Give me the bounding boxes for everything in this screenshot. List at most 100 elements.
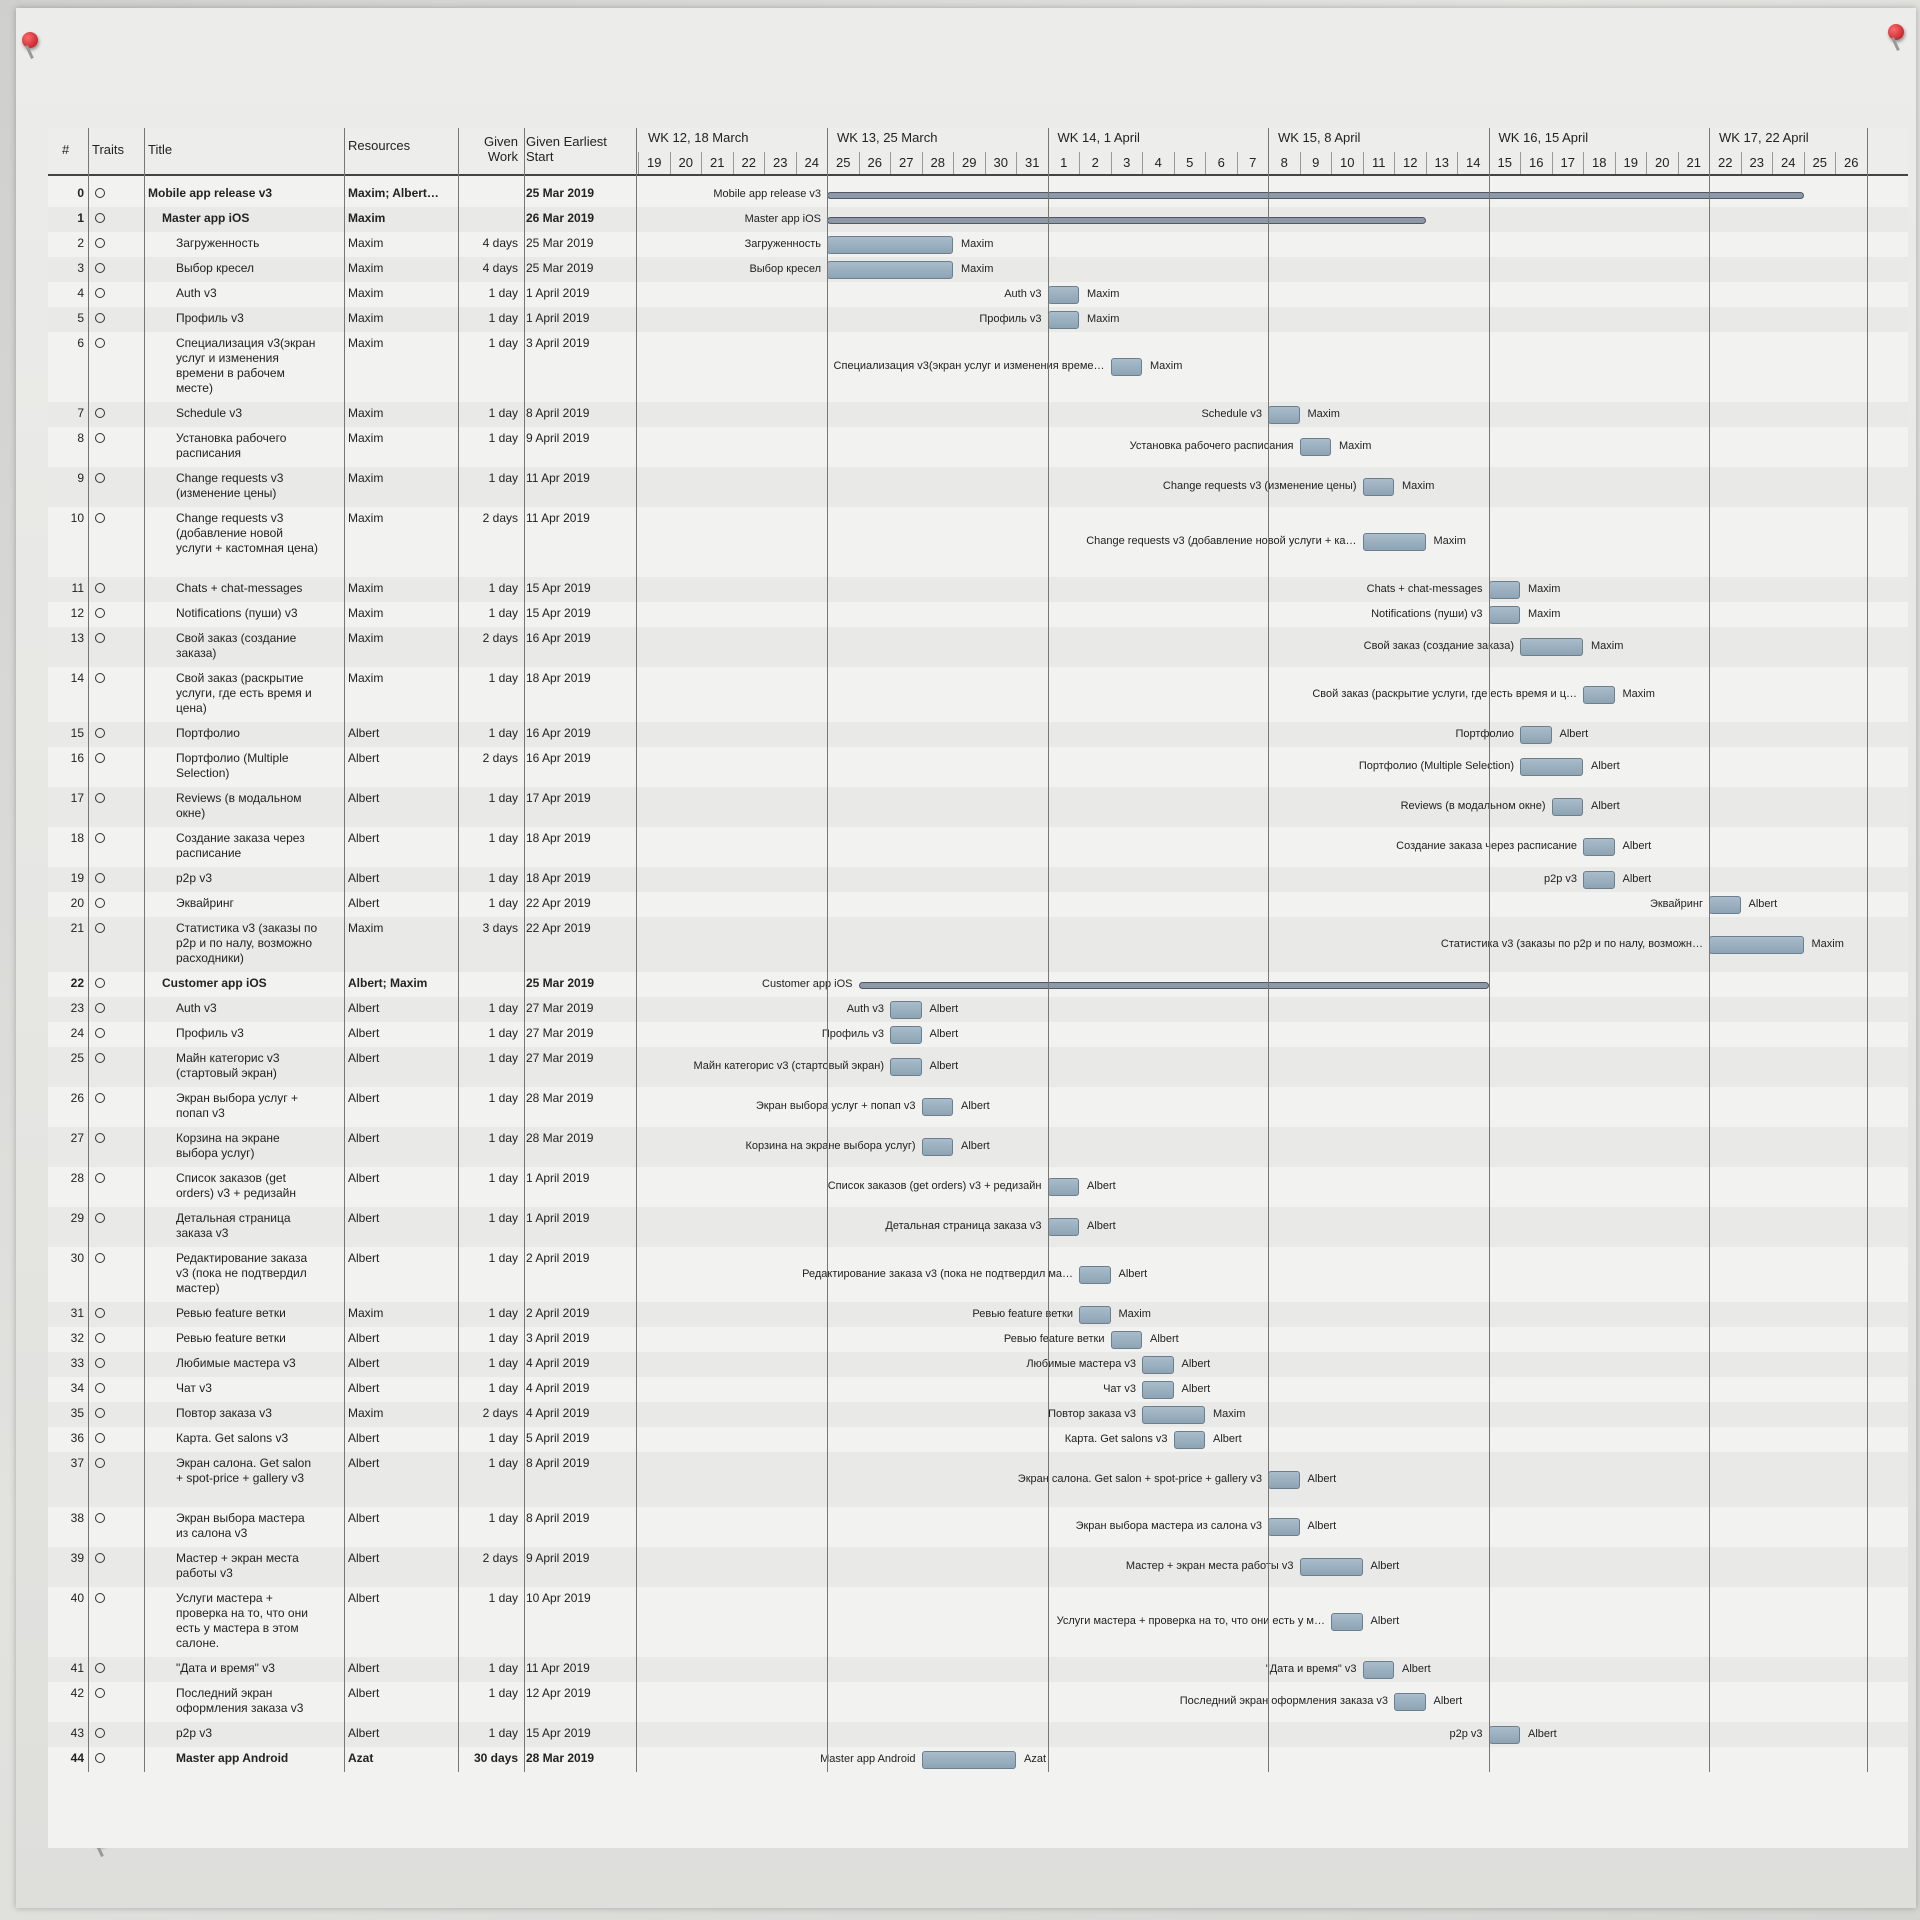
table-row[interactable]: 9 Change requests v3 (изменение цены) Maxi… <box>48 467 1908 507</box>
task-number: 39 <box>70 1551 84 1565</box>
table-row[interactable]: 41 "Дата и время" v3 Albert 1 day 11 Apr 201… <box>48 1657 1908 1682</box>
task-bar[interactable] <box>921 1138 953 1156</box>
task-bar[interactable] <box>1488 1726 1520 1744</box>
table-row[interactable]: 16 Портфолио (Multiple Selection) Albert 2 … <box>48 747 1908 787</box>
table-row[interactable]: 5 Профиль v3 Maxim 1 day 1 April 2019 Профиль… <box>48 307 1908 332</box>
task-bar[interactable] <box>1079 1265 1111 1284</box>
task-bar[interactable] <box>1331 1613 1363 1631</box>
task-bar[interactable] <box>1142 1356 1174 1374</box>
table-row[interactable]: 32 Ревью feature ветки Albert 1 day 3 April … <box>48 1327 1908 1352</box>
table-row[interactable]: 1 Master app iOS Maxim 26 Mar 2019 Master ap… <box>48 207 1908 232</box>
task-bar[interactable] <box>827 236 953 254</box>
table-row[interactable]: 30 Редактирование заказа v3 (пока не подт… <box>48 1247 1908 1302</box>
table-row[interactable]: 18 Создание заказа через расписание Albert… <box>48 827 1908 867</box>
task-bar[interactable] <box>1583 685 1615 704</box>
task-bar[interactable] <box>1268 1518 1300 1536</box>
table-row[interactable]: 43 p2p v3 Albert 1 day 15 Apr 2019 p2p v3 Albe… <box>48 1722 1908 1747</box>
day-cell: 17 <box>1551 152 1584 174</box>
table-row[interactable]: 21 Статистика v3 (заказы по p2p и по налу… <box>48 917 1908 972</box>
table-row[interactable]: 27 Корзина на экране выбора услуг) Albert 1… <box>48 1127 1908 1167</box>
task-bar[interactable] <box>1268 1470 1300 1489</box>
table-row[interactable]: 6 Специализация v3(экран услуг и изменени… <box>48 332 1908 402</box>
task-bar[interactable] <box>1047 311 1079 329</box>
summary-bar[interactable] <box>827 192 1804 199</box>
task-bar[interactable] <box>1362 1661 1394 1679</box>
table-row[interactable]: 29 Детальная страница заказа v3 Albert 1 da… <box>48 1207 1908 1247</box>
task-bar[interactable] <box>1362 533 1426 551</box>
task-bar[interactable] <box>890 1001 922 1019</box>
task-bar[interactable] <box>890 1026 922 1044</box>
table-row[interactable]: 40 Услуги мастера + проверка на то, что о… <box>48 1587 1908 1657</box>
table-row[interactable]: 23 Auth v3 Albert 1 day 27 Mar 2019 Auth v3 Al… <box>48 997 1908 1022</box>
table-row[interactable]: 11 Chats + chat-messages Maxim 1 day 15 Apr … <box>48 577 1908 602</box>
table-row[interactable]: 12 Notifications (пуши) v3 Maxim 1 day 15 Ap… <box>48 602 1908 627</box>
table-row[interactable]: 20 Эквайринг Albert 1 day 22 Apr 2019 Эквайри… <box>48 892 1908 917</box>
table-row[interactable]: 8 Установка рабочего расписания Maxim 1 day… <box>48 427 1908 467</box>
table-row[interactable]: 10 Change requests v3 (добавление новой у… <box>48 507 1908 577</box>
table-row[interactable]: 13 Свой заказ (создание заказа) Maxim 2 day… <box>48 627 1908 667</box>
task-bar[interactable] <box>1362 478 1394 496</box>
table-row[interactable]: 7 Schedule v3 Maxim 1 day 8 April 2019 Schedu… <box>48 402 1908 427</box>
task-given-work: 1 day <box>488 671 518 685</box>
task-bar[interactable] <box>1299 1558 1363 1576</box>
task-bar[interactable] <box>1583 838 1615 856</box>
task-bar[interactable] <box>1520 726 1552 744</box>
clock-icon <box>95 833 105 843</box>
task-bar[interactable] <box>1268 406 1300 424</box>
table-row[interactable]: 42 Последний экран оформления заказа v3 Al… <box>48 1682 1908 1722</box>
task-bar[interactable] <box>1488 581 1520 599</box>
table-row[interactable]: 39 Мастер + экран места работы v3 Albert 2 … <box>48 1547 1908 1587</box>
task-bar[interactable] <box>1142 1406 1205 1424</box>
table-row[interactable]: 2 Загруженность Maxim 4 days 25 Mar 2019 Загр… <box>48 232 1908 257</box>
task-bar[interactable] <box>1709 935 1804 954</box>
task-bar[interactable] <box>921 1098 953 1116</box>
table-row[interactable]: 28 Список заказов (get orders) v3 + редиз… <box>48 1167 1908 1207</box>
table-row[interactable]: 22 Customer app iOS Albert; Maxim 25 Mar 20… <box>48 972 1908 997</box>
summary-bar[interactable] <box>858 982 1489 989</box>
task-bar[interactable] <box>1173 1431 1205 1449</box>
table-row[interactable]: 0 Mobile app release v3 Maxim; Albert… 25 M… <box>48 182 1908 207</box>
task-bar[interactable] <box>1520 758 1583 776</box>
table-row[interactable]: 14 Свой заказ (раскрытие услуги, где есть… <box>48 667 1908 722</box>
traits-cell <box>92 896 142 911</box>
task-bar[interactable] <box>1142 1381 1174 1399</box>
task-bar[interactable] <box>1520 638 1583 656</box>
table-row[interactable]: 34 Чат v3 Albert 1 day 4 April 2019 Чат v3 Alb… <box>48 1377 1908 1402</box>
week-boundary <box>1488 128 1490 1772</box>
task-bar[interactable] <box>1079 1306 1111 1324</box>
task-bar[interactable] <box>1047 1178 1079 1196</box>
task-resources: Maxim <box>348 336 384 350</box>
table-row[interactable]: 4 Auth v3 Maxim 1 day 1 April 2019 Auth v3 Max… <box>48 282 1908 307</box>
task-bar[interactable] <box>1551 798 1583 816</box>
table-row[interactable]: 36 Карта. Get salons v3 Albert 1 day 5 April… <box>48 1427 1908 1452</box>
task-bar[interactable] <box>1583 871 1615 889</box>
table-row[interactable]: 15 Портфолио Albert 1 day 16 Apr 2019 Портфол… <box>48 722 1908 747</box>
table-row[interactable]: 3 Выбор кресел Maxim 4 days 25 Mar 2019 Выбор… <box>48 257 1908 282</box>
task-bar[interactable] <box>1709 896 1741 914</box>
table-row[interactable]: 26 Экран выбора услуг + попап v3 Albert 1 d… <box>48 1087 1908 1127</box>
table-row[interactable]: 38 Экран выбора мастера из салона v3 Alber… <box>48 1507 1908 1547</box>
table-row[interactable]: 37 Экран салона. Get salon + spot-price +… <box>48 1452 1908 1507</box>
table-row[interactable]: 44 Master app Android Azat 30 days 28 Mar 20… <box>48 1747 1908 1772</box>
summary-bar[interactable] <box>827 217 1426 224</box>
table-row[interactable]: 35 Повтор заказа v3 Maxim 2 days 4 April 201… <box>48 1402 1908 1427</box>
task-resources: Maxim <box>348 471 384 485</box>
task-title: Auth v3 <box>176 286 217 300</box>
task-bar[interactable] <box>1299 438 1331 456</box>
table-row[interactable]: 24 Профиль v3 Albert 1 day 27 Mar 2019 Профил… <box>48 1022 1908 1047</box>
task-bar[interactable] <box>921 1751 1016 1769</box>
task-bar[interactable] <box>890 1058 922 1076</box>
task-bar[interactable] <box>1394 1693 1426 1711</box>
table-row[interactable]: 31 Ревью feature ветки Maxim 1 day 2 April 2… <box>48 1302 1908 1327</box>
task-bar[interactable] <box>1047 286 1079 304</box>
task-bar[interactable] <box>1110 358 1142 376</box>
task-bar[interactable] <box>1047 1218 1079 1236</box>
table-row[interactable]: 19 p2p v3 Albert 1 day 18 Apr 2019 p2p v3 Albe… <box>48 867 1908 892</box>
table-row[interactable]: 33 Любимые мастера v3 Albert 1 day 4 April 2… <box>48 1352 1908 1377</box>
task-bar[interactable] <box>1110 1331 1142 1349</box>
task-bar[interactable] <box>827 261 953 279</box>
day-cell: 3 <box>1110 152 1143 174</box>
task-bar[interactable] <box>1488 606 1520 624</box>
table-row[interactable]: 17 Reviews (в модальном окне) Albert 1 day 1… <box>48 787 1908 827</box>
table-row[interactable]: 25 Майн категорис v3 (стартовый экран) Alb… <box>48 1047 1908 1087</box>
